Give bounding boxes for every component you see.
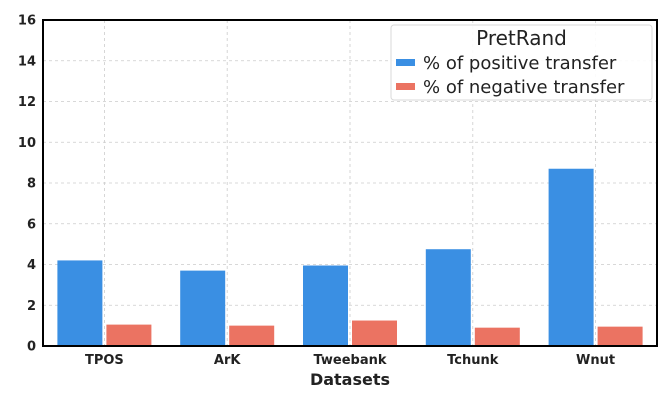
y-tick-label: 4 — [27, 258, 36, 273]
bar-positive-tpos — [57, 260, 103, 346]
y-tick-label: 2 — [27, 299, 36, 314]
bars — [57, 168, 643, 346]
bar-negative-ark — [229, 325, 275, 346]
legend-box — [390, 24, 653, 101]
y-tick-label: 10 — [18, 136, 36, 151]
y-tick-label: 12 — [18, 95, 36, 110]
x-axis-title: Datasets — [310, 370, 390, 389]
bar-negative-tweebank — [352, 320, 397, 346]
bar-positive-tchunk — [425, 249, 471, 346]
x-axis-ticks: TPOS ArK Tweebank Tchunk Wnut — [85, 353, 615, 368]
bar-negative-tpos — [106, 324, 152, 346]
bar-negative-wnut — [597, 326, 643, 346]
bar-negative-tchunk — [474, 327, 520, 346]
grid-lines — [43, 19, 657, 347]
y-tick-label: 16 — [18, 14, 36, 29]
y-axis-ticks: 0 2 4 6 8 10 12 14 16 — [18, 14, 36, 355]
legend-label-positive: % of positive transfer — [423, 53, 617, 74]
y-tick-label: 6 — [27, 217, 36, 232]
legend-swatch-positive — [396, 59, 415, 66]
y-tick-label: 8 — [27, 177, 36, 192]
plot-frame — [42, 19, 658, 347]
x-tick-label: TPOS — [85, 353, 124, 368]
bar-positive-tweebank — [303, 265, 348, 346]
x-tick-label: Wnut — [576, 353, 615, 368]
y-tick-label: 0 — [27, 340, 36, 355]
x-tick-label: ArK — [214, 353, 241, 368]
legend-swatch-negative — [396, 83, 415, 90]
bar-positive-wnut — [548, 168, 594, 346]
x-tick-label: Tchunk — [447, 353, 499, 368]
x-tick-label: Tweebank — [313, 353, 386, 368]
y-tick-label: 14 — [18, 54, 36, 69]
legend-title: PretRand — [476, 26, 567, 50]
legend-label-negative: % of negative transfer — [423, 77, 625, 98]
legend: PretRand % of positive transfer % of nega… — [390, 24, 653, 101]
legend-entries: % of positive transfer % of negative tran… — [396, 53, 625, 98]
bar-positive-ark — [180, 270, 226, 346]
